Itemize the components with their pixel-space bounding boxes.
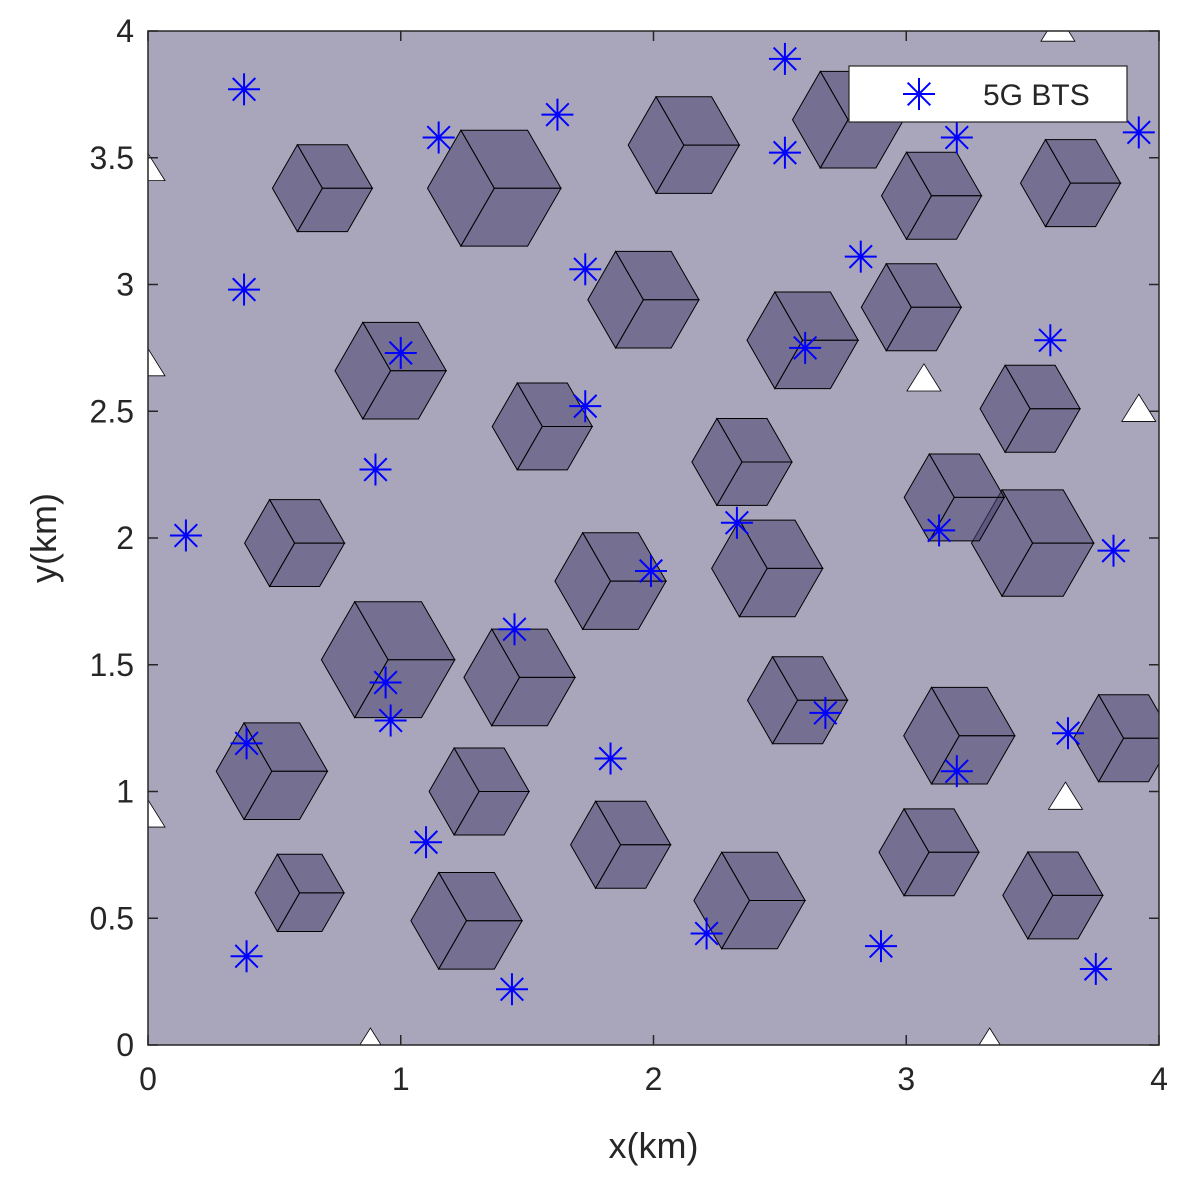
small-cell-sector	[885, 306, 963, 352]
small-cell-sector	[771, 699, 849, 745]
bts-marker	[495, 973, 528, 1006]
small-cell-sector	[581, 580, 667, 630]
small-cell-sector	[361, 370, 448, 420]
bts-marker	[169, 519, 202, 552]
bts-marker	[594, 742, 627, 775]
small-cell-sector	[268, 542, 346, 587]
bts-marker	[1079, 952, 1112, 985]
bts-marker	[228, 73, 261, 106]
bts-marker	[1122, 116, 1155, 149]
bts-marker	[498, 613, 531, 646]
small-cell-sector	[720, 900, 806, 950]
small-cell-sector	[1001, 542, 1095, 597]
small-cell-sector	[453, 791, 530, 836]
small-cell-sector	[903, 851, 980, 897]
coverage-gap	[1121, 393, 1157, 422]
y-tick-label: 2.5	[90, 393, 134, 429]
small-cell-sector	[516, 426, 594, 471]
small-cell-sector	[905, 195, 983, 240]
coverage-gap	[148, 799, 166, 828]
x-tick-label: 1	[392, 1061, 410, 1097]
x-tick-label: 4	[1150, 1061, 1168, 1097]
coverage-gap	[1040, 31, 1076, 42]
bts-marker	[940, 121, 973, 154]
small-cell-sector	[1044, 182, 1122, 228]
bts-marker	[228, 273, 261, 306]
bts-marker	[844, 240, 877, 273]
small-cell-sector	[243, 770, 329, 820]
y-tick-label: 0	[116, 1027, 134, 1063]
small-cell-sector	[1097, 737, 1159, 783]
legend-box	[848, 65, 1128, 123]
bts-marker	[359, 453, 392, 486]
small-cell-sector	[614, 299, 700, 349]
small-cell-sector	[738, 567, 824, 618]
bts-marker	[768, 136, 801, 169]
x-tick-label: 3	[897, 1061, 915, 1097]
bts-marker	[422, 121, 455, 154]
legend-marker	[903, 78, 935, 110]
y-tick-label: 4	[116, 13, 134, 49]
y-tick-label: 3	[116, 267, 134, 303]
bts-marker	[374, 704, 407, 737]
bts-marker	[789, 331, 822, 364]
small-cell-sector	[716, 461, 793, 506]
legend: 5G BTS	[848, 65, 1128, 123]
y-axis-label: y(km)	[23, 493, 64, 583]
bts-marker	[1052, 717, 1085, 750]
coverage-gap	[148, 152, 166, 182]
bts-marker	[369, 666, 402, 699]
coverage-gap	[148, 347, 166, 377]
small-cell-sector	[773, 339, 860, 390]
small-cell-sector	[655, 144, 741, 194]
bts-marker	[569, 390, 602, 423]
x-tick-label: 0	[139, 1061, 157, 1097]
coverage-cells	[148, 31, 1159, 1045]
bts-marker	[569, 253, 602, 286]
legend-label: 5G BTS	[983, 79, 1090, 112]
small-cell-sector	[276, 892, 345, 932]
bts-marker	[720, 506, 753, 539]
small-cell-sector	[353, 659, 456, 719]
bts-marker	[384, 336, 417, 369]
y-tick-label: 1	[116, 774, 134, 810]
bts-marker	[230, 727, 263, 760]
small-cell-sector	[437, 920, 523, 970]
bts-marker	[1034, 324, 1067, 357]
small-cell-sector	[490, 676, 576, 727]
bts-marker	[864, 930, 897, 963]
coverage-gap	[906, 363, 942, 392]
y-tick-label: 3.5	[90, 140, 134, 176]
small-cell-sector	[594, 844, 672, 889]
bts-points	[169, 42, 1155, 1006]
x-tick-label: 2	[645, 1061, 663, 1097]
coverage-gap	[1047, 781, 1084, 810]
x-axis-label: x(km)	[609, 1125, 699, 1166]
coverage-gap	[978, 1027, 1001, 1045]
y-tick-label: 1.5	[90, 647, 134, 683]
coverage-gap	[359, 1027, 382, 1045]
small-cell-sector	[1026, 894, 1104, 940]
bts-marker	[230, 940, 263, 973]
bts-marker	[541, 98, 574, 131]
y-tick-label: 0.5	[90, 900, 134, 936]
small-cell-sector	[460, 187, 562, 247]
bts-marker	[690, 917, 723, 950]
small-cell-sector	[296, 187, 374, 233]
small-cell-sector	[1004, 408, 1081, 453]
y-tick-label: 2	[116, 520, 134, 556]
bts-marker	[410, 826, 443, 859]
bts-marker	[923, 514, 956, 547]
bts-marker	[809, 696, 842, 729]
bts-marker	[634, 554, 667, 587]
bts-marker	[1097, 534, 1130, 567]
bts-marker	[768, 42, 801, 75]
bts-marker	[940, 755, 973, 788]
